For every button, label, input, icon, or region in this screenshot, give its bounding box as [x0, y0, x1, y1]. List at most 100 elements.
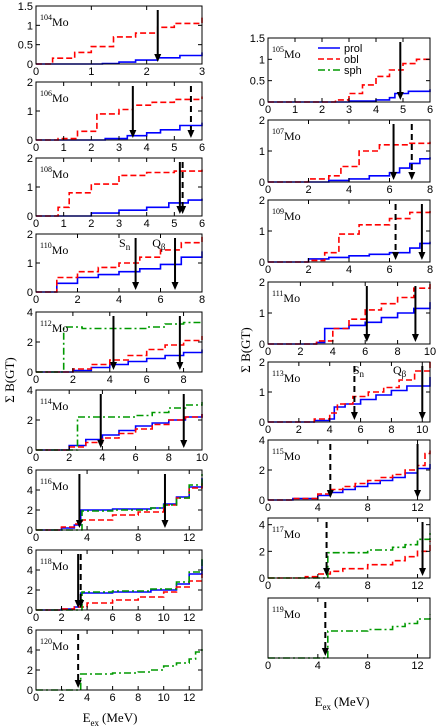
y-tick-label-112-1: 2: [27, 337, 33, 349]
panel-label-element-105: Mo: [284, 47, 301, 61]
y-tick-label-111-0: 0: [259, 339, 265, 351]
x-tick-label-120-8: 8: [135, 692, 141, 704]
panel-119: 0 4 8 12 119Mo: [265, 597, 431, 672]
x-tick-label-105-1: 1: [292, 104, 298, 116]
panel-label-116: 116Mo: [40, 477, 68, 493]
panel-label-element-117: Mo: [284, 527, 301, 541]
x-tick-label-111-4: 4: [330, 346, 336, 358]
y-tick-label-118-2: 4: [27, 565, 33, 577]
panel-114: 0 2 4 6 8 10 0 2 4 114Mo: [27, 385, 208, 464]
x-tick-label-109-4: 4: [346, 264, 352, 276]
y-tick-label-105-3: 1.5: [250, 33, 265, 45]
panel-label-107: 107Mo: [272, 127, 301, 143]
panel-label-element-114: Mo: [52, 399, 69, 413]
legend-label-prol: prol: [344, 43, 362, 55]
x-tick-label-105-6: 6: [427, 104, 433, 116]
y-tick-label-117-0: 0: [259, 573, 265, 585]
panel-frame-104: [35, 5, 203, 65]
x-tick-label-120-6: 6: [110, 692, 116, 704]
series-sph-117: [268, 531, 431, 579]
y-tick-label-115-1: 2: [259, 465, 265, 477]
x-tick-label-110-0: 0: [33, 294, 39, 306]
arrow-head-112-0: [109, 362, 117, 370]
panel-frame-119: [267, 597, 431, 659]
x-tick-label-115-12: 12: [411, 502, 423, 514]
panel-label-mass-107: 107: [272, 127, 284, 136]
x-tick-label-116-4: 4: [84, 532, 90, 544]
series-prol-109: [268, 241, 431, 263]
x-tick-label-111-2: 2: [297, 346, 303, 358]
panel-label-element-118: Mo: [52, 559, 69, 573]
x-tick-label-106-3: 3: [116, 142, 122, 154]
series-obl-110: [36, 236, 203, 293]
y-tick-label-104-3: 1.5: [18, 1, 33, 13]
y-tick-label-109-1: 1: [259, 226, 265, 238]
x-tick-label-108-2: 2: [88, 218, 94, 230]
panel-106: 0 1 2 3 4 5 6 0 1 2 106Mo: [27, 77, 205, 154]
y-tick-label-120-3: 6: [27, 625, 33, 637]
x-tick-label-109-0: 0: [265, 264, 271, 276]
panel-label-element-111: Mo: [283, 291, 300, 305]
series-obl-108: [36, 169, 203, 217]
panel-116: 0 4 8 12 0 2 4 6 116Mo: [27, 465, 203, 544]
panel-label-104: 104Mo: [40, 13, 69, 29]
arrow-head-108-1: [179, 206, 187, 214]
panel-label-mass-117: 117: [272, 525, 284, 534]
y-tick-label-113-0: 0: [259, 417, 265, 429]
x-tick-label-112-6: 6: [144, 374, 150, 386]
arrow-head-114-1: [180, 440, 188, 448]
y-tick-label-116-2: 4: [27, 485, 33, 497]
x-tick-label-111-0: 0: [265, 346, 271, 358]
panel-label-element-115: Mo: [284, 449, 301, 463]
panel-label-mass-119: 119: [272, 605, 284, 614]
x-tick-label-116-12: 12: [183, 532, 195, 544]
arrow-head-107-0: [390, 172, 398, 180]
arrow-head-106-0: [129, 130, 137, 138]
arrow-head-111-0: [363, 334, 371, 342]
x-tick-label-117-12: 12: [411, 580, 423, 592]
x-tick-label-111-10: 10: [424, 346, 436, 358]
x-tick-label-105-2: 2: [319, 104, 325, 116]
panel-label-118: 118Mo: [40, 557, 68, 573]
panel-label-117: 117Mo: [272, 525, 300, 541]
x-tick-label-104-0: 0: [33, 66, 39, 78]
panel-107: 0 2 4 6 8 0 1 2 107Mo: [259, 115, 433, 196]
panel-label-mass-112: 112: [40, 319, 52, 328]
x-tick-label-120-12: 12: [183, 692, 195, 704]
x-tick-label-107-4: 4: [346, 184, 352, 196]
arrow-head-119-0: [321, 648, 329, 656]
series-sph-120: [36, 647, 203, 691]
panel-label-105: 105Mo: [272, 45, 301, 61]
x-tick-label-120-10: 10: [158, 692, 170, 704]
y-tick-label-112-2: 4: [27, 307, 33, 319]
panel-label-mass-111: 111: [272, 289, 283, 298]
panel-label-111: 111Mo: [272, 289, 300, 305]
y-tick-label-116-1: 2: [27, 505, 33, 517]
x-tick-label-112-4: 4: [107, 374, 113, 386]
series-prol-112: [36, 349, 203, 373]
y-axis-label-left: Σ B(GT): [2, 357, 17, 402]
x-tick-label-118-10: 10: [158, 612, 170, 624]
panel-label-120: 120Mo: [40, 637, 69, 653]
y-tick-label-118-0: 0: [27, 605, 33, 617]
panel-label-element-119: Mo: [284, 607, 301, 621]
arrow-head-105-0: [396, 92, 404, 100]
x-tick-label-112-2: 2: [70, 374, 76, 386]
y-tick-label-108-2: 2: [27, 153, 33, 165]
x-tick-label-107-0: 0: [265, 184, 271, 196]
x-tick-label-113-8: 8: [388, 424, 394, 436]
x-tick-label-107-8: 8: [427, 184, 433, 196]
x-tick-label-114-10: 10: [196, 452, 208, 464]
y-tick-label-107-2: 2: [259, 115, 265, 127]
y-tick-label-108-1: 1: [27, 182, 33, 194]
arrow-head-115-1: [414, 490, 422, 498]
y-tick-label-109-0: 0: [259, 257, 265, 269]
panel-118: 0 2 4 6 8 10 12 0 2 4 6 118Mo: [27, 545, 203, 624]
panel-label-element-112: Mo: [52, 321, 69, 335]
y-axis-label-right: Σ B(GT): [238, 327, 253, 372]
panel-label-113: 113Mo: [272, 369, 300, 385]
arrow-head-116-1: [161, 520, 169, 528]
x-tick-label-109-6: 6: [386, 264, 392, 276]
